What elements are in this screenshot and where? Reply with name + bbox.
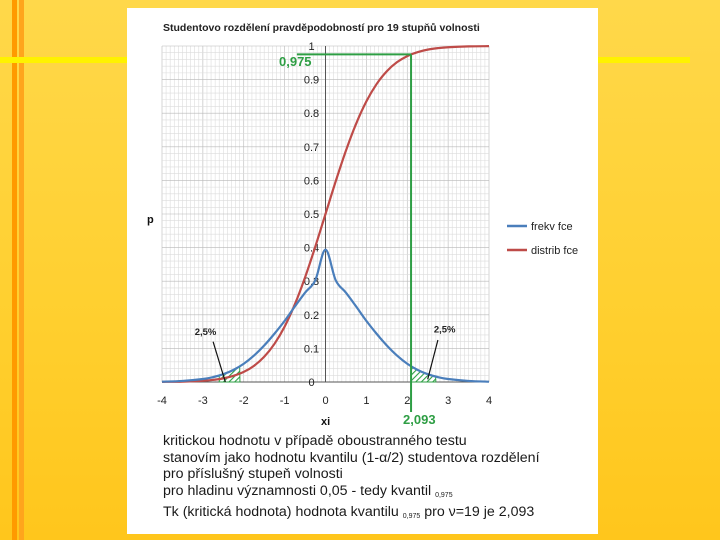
chart-grid bbox=[161, 45, 490, 383]
y-tick-label: 0.8 bbox=[304, 108, 319, 120]
caption-line-4: pro hladinu významnosti 0,05 - tedy kvan… bbox=[163, 483, 593, 505]
y-tick-label: 0.5 bbox=[304, 209, 319, 221]
caption-line-4-text: pro hladinu významnosti 0,05 - tedy kvan… bbox=[163, 482, 436, 499]
y-tick-label: 0.9 bbox=[304, 75, 319, 87]
cdf-curve bbox=[161, 45, 490, 383]
x-axis-label: xi bbox=[321, 416, 330, 428]
chart-curves bbox=[161, 45, 490, 383]
y-tick-label: 0.7 bbox=[304, 142, 319, 154]
right-tail-pointer bbox=[427, 339, 439, 380]
caption-line-5-subscript: 0,975 bbox=[402, 513, 421, 520]
left-tail-pointer bbox=[212, 341, 226, 383]
caption-line-3: pro příslušný stupeň volnosti bbox=[163, 466, 343, 482]
slide-content: Studentovo rozdělení pravděpodobností pr… bbox=[127, 8, 598, 534]
y-tick-label: 0.2 bbox=[304, 310, 319, 322]
chart-axes: 00.10.20.30.40.50.60.70.80.91-4 -3 -2 -1 0 1 2… bbox=[157, 41, 492, 407]
legend-label: frekv fce bbox=[531, 221, 573, 233]
caption-text: kritickou hodnotu v případě oboustrannéh… bbox=[163, 433, 593, 526]
x-tick-label: 0 bbox=[322, 395, 328, 407]
x-tick-label: -4 bbox=[157, 395, 167, 407]
legend-label: distrib fce bbox=[531, 245, 578, 257]
orange-stripe-right bbox=[19, 0, 24, 540]
x-tick-label: 2 bbox=[404, 395, 410, 407]
chart-title: Studentovo rozdělení pravděpodobností pr… bbox=[163, 22, 480, 34]
y-tick-label: 0.6 bbox=[304, 175, 319, 187]
caption-line-5-end: =19 je 2,093 bbox=[455, 504, 535, 520]
caption-line-5-text: Tk (kritická hodnota) hodnota kvantilu bbox=[163, 504, 403, 520]
caption-line-4-subscript: 0,975 bbox=[435, 491, 453, 499]
right-tail-label: 2,5% bbox=[434, 325, 456, 336]
x-tick-label: -3 bbox=[198, 395, 208, 407]
orange-stripe-left bbox=[12, 0, 17, 540]
y-tick-label: 1 bbox=[308, 41, 314, 53]
chart-legend: frekv fce distrib fce bbox=[507, 221, 578, 257]
alpha-symbol: α bbox=[379, 449, 388, 466]
caption-line-5-mid: pro bbox=[420, 504, 449, 520]
caption-line-1: kritickou hodnotu v případě oboustrannéh… bbox=[163, 433, 467, 449]
nu-symbol: ν bbox=[448, 504, 456, 520]
x-tick-label: 1 bbox=[363, 395, 369, 407]
left-tail-label: 2,5% bbox=[195, 327, 217, 338]
y-axis-label: p bbox=[147, 214, 154, 226]
pdf-curve bbox=[161, 248, 490, 383]
caption-line-5: Tk (kritická hodnota) hodnota kvantilu 0… bbox=[163, 504, 593, 526]
chart-annotations: 0,975 2,093 2,5% 2,5% bbox=[195, 53, 456, 427]
caption-line-2-end: /2) studentova rozdělení bbox=[387, 449, 540, 466]
critical-p-label: 0,975 bbox=[279, 54, 312, 69]
y-tick-label: 0 bbox=[308, 377, 314, 389]
caption-line-2: stanovím jako hodnotu kvantilu (1-α/2) s… bbox=[163, 450, 593, 467]
x-tick-label: -1 bbox=[280, 395, 290, 407]
x-tick-label: 3 bbox=[445, 395, 451, 407]
x-tick-label: 4 bbox=[486, 395, 492, 407]
critical-x-label: 2,093 bbox=[403, 412, 436, 427]
caption-line-2-start: stanovím jako hodnotu kvantilu (1- bbox=[163, 449, 380, 466]
x-tick-label: -2 bbox=[239, 395, 249, 407]
y-tick-label: 0.1 bbox=[304, 343, 319, 355]
t-distribution-chart: Studentovo rozdělení pravděpodobností pr… bbox=[147, 22, 578, 428]
